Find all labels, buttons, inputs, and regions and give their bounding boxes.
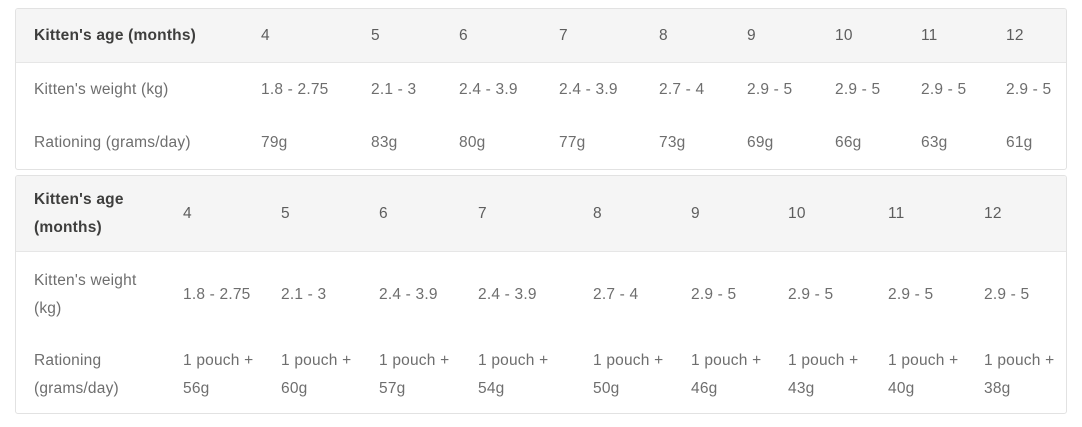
ration-cell-text: 1 pouch + 60g: [281, 352, 352, 397]
ration-cell: 1 pouch + 57g: [379, 337, 478, 413]
weight-cell: 2.9 - 5: [835, 80, 881, 98]
age-cell: 4: [183, 176, 281, 252]
weight-cell: 2.9 - 5: [984, 285, 1030, 303]
age-cell: 10: [788, 176, 888, 252]
ration-cell: 1 pouch + 50g: [593, 337, 691, 413]
feeding-guide: Kitten's age (months) 4 5 6 7 8 9 10 11 …: [15, 8, 1067, 414]
rationing-row: Rationing (grams/day) 79g 83g 80g 77g 73…: [16, 116, 1066, 169]
age-cell: 11: [921, 9, 1006, 63]
weight-cell: 2.1 - 3: [281, 285, 327, 303]
age-cell: 7: [478, 176, 593, 252]
age-cell: 5: [371, 9, 459, 63]
ration-cell-text: 1 pouch + 40g: [888, 352, 959, 397]
ration-cell-text: 1 pouch + 38g: [984, 352, 1055, 397]
age-cell: 10: [835, 9, 921, 63]
ration-cell: 1 pouch + 56g: [183, 337, 281, 413]
ration-cell: 66g: [835, 133, 862, 151]
weight-cell: 2.9 - 5: [1006, 80, 1052, 98]
ration-cell: 1 pouch + 46g: [691, 337, 788, 413]
ration-cell-text: 1 pouch + 54g: [478, 352, 549, 397]
weight-cell: 2.4 - 3.9: [478, 285, 537, 303]
age-cell: 11: [888, 176, 984, 252]
age-row-label-text: Kitten's age (months): [34, 190, 124, 236]
weight-row-label: Kitten's weight (kg): [16, 252, 183, 338]
age-row-label: Kitten's age (months): [16, 176, 183, 252]
rationing-table-mixed-table: Kitten's age (months) 4 5 6 7 8 9 10 11 …: [16, 176, 1066, 413]
ration-cell-text: 1 pouch + 57g: [379, 352, 450, 397]
age-cell: 9: [691, 176, 788, 252]
weight-row-label: Kitten's weight (kg): [34, 80, 169, 98]
weight-row: Kitten's weight (kg) 1.8 - 2.75 2.1 - 3 …: [16, 252, 1066, 338]
age-header-row: Kitten's age (months) 4 5 6 7 8 9 10 11 …: [16, 176, 1066, 252]
age-cell: 8: [593, 176, 691, 252]
weight-cell: 2.4 - 3.9: [379, 285, 438, 303]
ration-cell: 79g: [261, 133, 288, 151]
rationing-table-dry: Kitten's age (months) 4 5 6 7 8 9 10 11 …: [15, 8, 1067, 170]
age-cell: 9: [747, 9, 835, 63]
rationing-table-dry-table: Kitten's age (months) 4 5 6 7 8 9 10 11 …: [16, 9, 1066, 169]
weight-cell: 2.9 - 5: [888, 285, 934, 303]
age-cell: 8: [659, 9, 747, 63]
ration-cell: 1 pouch + 60g: [281, 337, 379, 413]
age-cell: 5: [281, 176, 379, 252]
rationing-row-label: Rationing (grams/day): [34, 133, 191, 151]
ration-cell: 83g: [371, 133, 398, 151]
weight-cell: 1.8 - 2.75: [183, 285, 251, 303]
ration-cell: 1 pouch + 43g: [788, 337, 888, 413]
age-cell: 4: [261, 9, 371, 63]
rationing-row: Rationing (grams/day) 1 pouch + 56g 1 po…: [16, 337, 1066, 413]
rationing-row-label-text: Rationing (grams/day): [34, 352, 119, 397]
age-cell: 7: [559, 9, 659, 63]
ration-cell: 1 pouch + 40g: [888, 337, 984, 413]
weight-cell: 2.7 - 4: [593, 285, 639, 303]
ration-cell-text: 1 pouch + 43g: [788, 352, 859, 397]
ration-cell: 77g: [559, 133, 586, 151]
weight-cell: 2.4 - 3.9: [459, 80, 518, 98]
ration-cell-text: 1 pouch + 50g: [593, 352, 664, 397]
rationing-row-label: Rationing (grams/day): [16, 337, 183, 413]
weight-cell: 1.8 - 2.75: [261, 80, 329, 98]
weight-row-label-text: Kitten's weight (kg): [34, 271, 137, 317]
ration-cell: 69g: [747, 133, 774, 151]
ration-cell-text: 1 pouch + 56g: [183, 352, 254, 397]
weight-cell: 2.4 - 3.9: [559, 80, 618, 98]
weight-cell: 2.1 - 3: [371, 80, 417, 98]
weight-cell: 2.9 - 5: [788, 285, 834, 303]
ration-cell: 1 pouch + 54g: [478, 337, 593, 413]
weight-row: Kitten's weight (kg) 1.8 - 2.75 2.1 - 3 …: [16, 63, 1066, 117]
weight-cell: 2.9 - 5: [921, 80, 967, 98]
ration-cell: 61g: [1006, 133, 1033, 151]
weight-cell: 2.7 - 4: [659, 80, 705, 98]
weight-cell: 2.9 - 5: [691, 285, 737, 303]
rationing-table-mixed: Kitten's age (months) 4 5 6 7 8 9 10 11 …: [15, 175, 1067, 414]
ration-cell: 73g: [659, 133, 686, 151]
age-row-label: Kitten's age (months): [16, 9, 261, 63]
ration-cell-text: 1 pouch + 46g: [691, 352, 762, 397]
ration-cell: 1 pouch + 38g: [984, 337, 1066, 413]
age-header-row: Kitten's age (months) 4 5 6 7 8 9 10 11 …: [16, 9, 1066, 63]
age-cell: 6: [379, 176, 478, 252]
age-cell: 12: [984, 176, 1066, 252]
weight-cell: 2.9 - 5: [747, 80, 793, 98]
ration-cell: 63g: [921, 133, 948, 151]
age-cell: 6: [459, 9, 559, 63]
ration-cell: 80g: [459, 133, 486, 151]
age-cell: 12: [1006, 9, 1066, 63]
